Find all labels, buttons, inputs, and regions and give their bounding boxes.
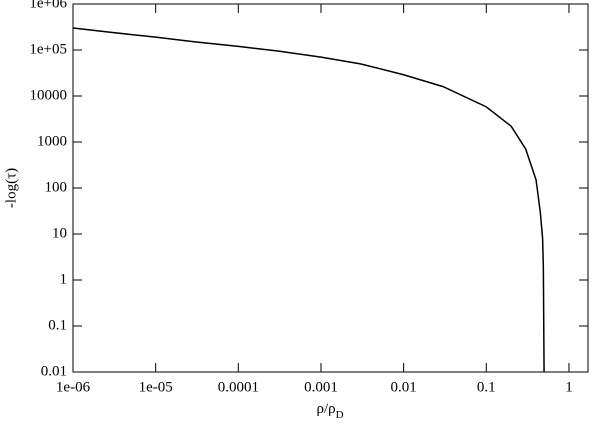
y-tick-label: 1000 [37,133,67,149]
plot-frame [72,3,589,373]
x-axis-label-subscript: D [336,409,344,421]
y-axis-label: -log(τ) [3,168,19,208]
x-tick-label: 1e-06 [56,379,91,395]
y-tick-label: 1e+06 [29,0,67,11]
x-tick-label: 0.1 [477,379,496,395]
x-axis-label: ρ/ρD [316,401,343,420]
y-tick-label: 10000 [30,87,68,103]
y-tick-label: 1e+05 [29,41,67,57]
x-tick-label: 0.001 [304,379,338,395]
y-tick-label: 0.01 [41,363,67,379]
y-tick-label: 1 [60,271,68,287]
x-axis-label-main: ρ/ρ [316,401,335,417]
x-tick-label: 1e-05 [139,379,173,395]
x-tick-label: 0.0001 [218,379,259,395]
y-tick-label: 10 [52,225,67,241]
x-tick-label: 0.01 [391,379,417,395]
y-tick-label: 0.1 [48,317,67,333]
x-tick-label: 1 [565,379,573,395]
y-tick-label: 100 [45,179,68,195]
line-series [72,27,545,373]
